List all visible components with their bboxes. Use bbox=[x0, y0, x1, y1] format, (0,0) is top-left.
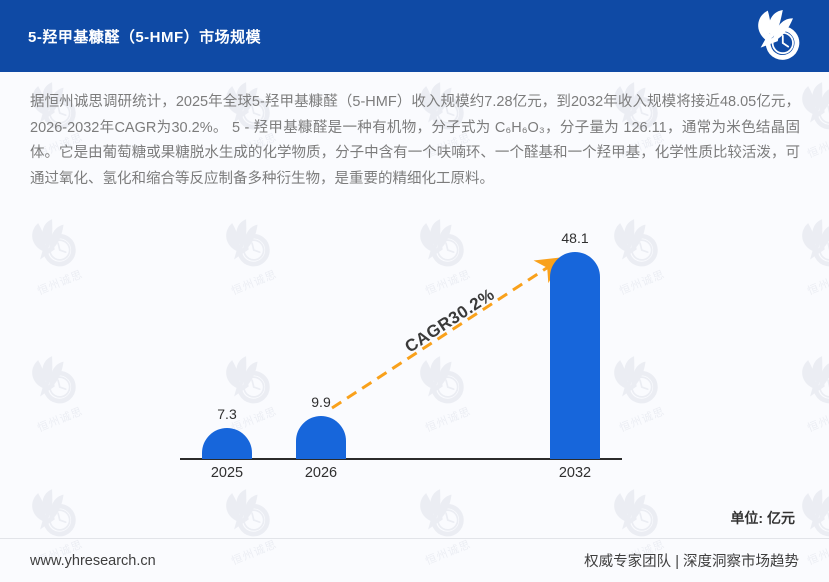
page-title: 5-羟甲基糠醛（5-HMF）市场规模 bbox=[28, 28, 262, 46]
unit-label: 单位: 亿元 bbox=[730, 510, 795, 526]
x-tick-label: 2026 bbox=[304, 465, 338, 481]
x-tick-label: 2032 bbox=[558, 465, 592, 481]
footer-website: www.yhresearch.cn bbox=[30, 552, 156, 569]
bar-value-label: 9.9 bbox=[311, 394, 331, 410]
bar-2025 bbox=[202, 428, 252, 459]
bar-2032 bbox=[550, 252, 600, 459]
x-axis-line bbox=[180, 458, 622, 460]
report-summary-text: 据恒州诚思调研统计，2025年全球5-羟甲基糠醛（5-HMF）收入规模约7.28… bbox=[30, 94, 800, 187]
bar-value-label: 48.1 bbox=[561, 230, 589, 246]
x-tick-label: 2025 bbox=[210, 465, 244, 481]
footer-tagline: 权威专家团队 | 深度洞察市场趋势 bbox=[584, 554, 799, 570]
footer-bar: www.yhresearch.cn 权威专家团队 | 深度洞察市场趋势 bbox=[0, 538, 829, 582]
cagr-annotation: CAGR30.2% bbox=[401, 284, 498, 357]
bar-2026 bbox=[296, 416, 346, 459]
bar-value-label: 7.3 bbox=[217, 406, 237, 422]
header-bar: 5-羟甲基糠醛（5-HMF）市场规模 bbox=[0, 0, 829, 72]
